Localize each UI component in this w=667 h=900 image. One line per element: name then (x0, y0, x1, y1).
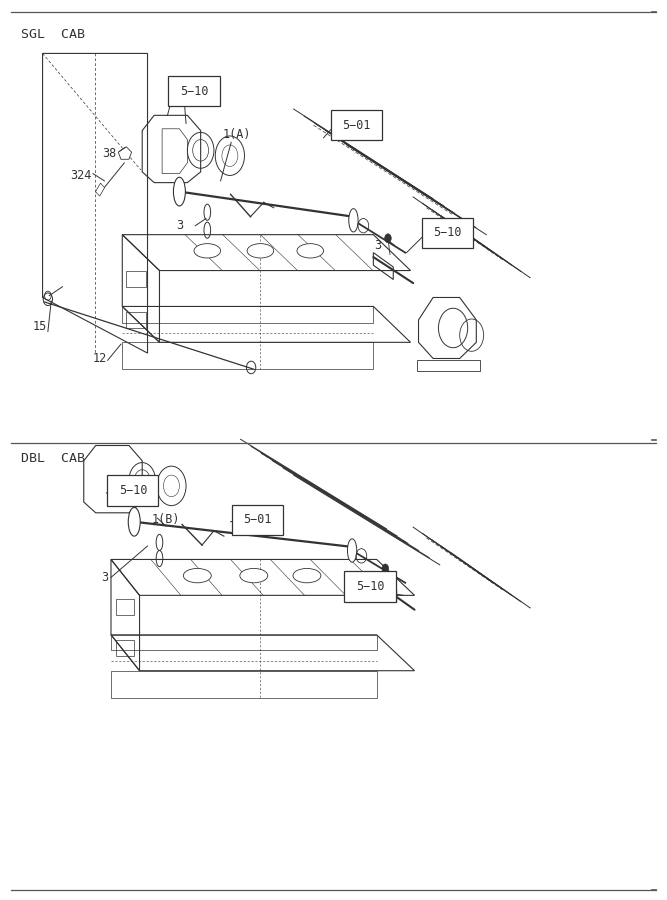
Bar (95, 184, 105, 196)
Text: 5−10: 5−10 (180, 85, 208, 97)
Text: 5−10: 5−10 (434, 227, 462, 239)
Text: 324: 324 (71, 169, 92, 182)
Ellipse shape (293, 569, 321, 583)
Ellipse shape (297, 244, 323, 258)
Ellipse shape (349, 209, 358, 232)
Text: SGL  CAB: SGL CAB (21, 28, 85, 41)
FancyBboxPatch shape (169, 76, 219, 106)
Ellipse shape (348, 539, 357, 562)
Ellipse shape (183, 569, 211, 583)
FancyBboxPatch shape (331, 110, 382, 140)
Text: 12: 12 (93, 352, 107, 365)
FancyBboxPatch shape (231, 505, 283, 536)
Circle shape (382, 564, 389, 573)
Text: DBL  CAB: DBL CAB (21, 452, 85, 464)
Ellipse shape (128, 508, 140, 536)
FancyBboxPatch shape (422, 218, 474, 248)
Text: 5−01: 5−01 (342, 119, 371, 131)
Text: 1(A): 1(A) (223, 128, 251, 140)
FancyBboxPatch shape (344, 572, 396, 601)
Ellipse shape (173, 177, 185, 206)
Text: 5−10: 5−10 (356, 580, 384, 593)
Text: 3: 3 (374, 238, 381, 252)
Circle shape (385, 234, 392, 243)
Bar (115, 598, 134, 615)
Ellipse shape (240, 569, 267, 583)
FancyBboxPatch shape (107, 475, 159, 506)
Bar (126, 271, 146, 287)
Text: 3: 3 (176, 220, 183, 232)
Text: 1(B): 1(B) (152, 514, 180, 526)
Text: 5−10: 5−10 (119, 484, 147, 497)
Text: 5−01: 5−01 (243, 514, 271, 526)
Text: 15: 15 (33, 320, 47, 333)
Bar (126, 311, 146, 328)
Polygon shape (118, 147, 131, 159)
Text: 38: 38 (103, 148, 117, 160)
Ellipse shape (247, 244, 273, 258)
Text: 3: 3 (101, 571, 108, 584)
Ellipse shape (194, 244, 221, 258)
Bar (115, 640, 134, 656)
